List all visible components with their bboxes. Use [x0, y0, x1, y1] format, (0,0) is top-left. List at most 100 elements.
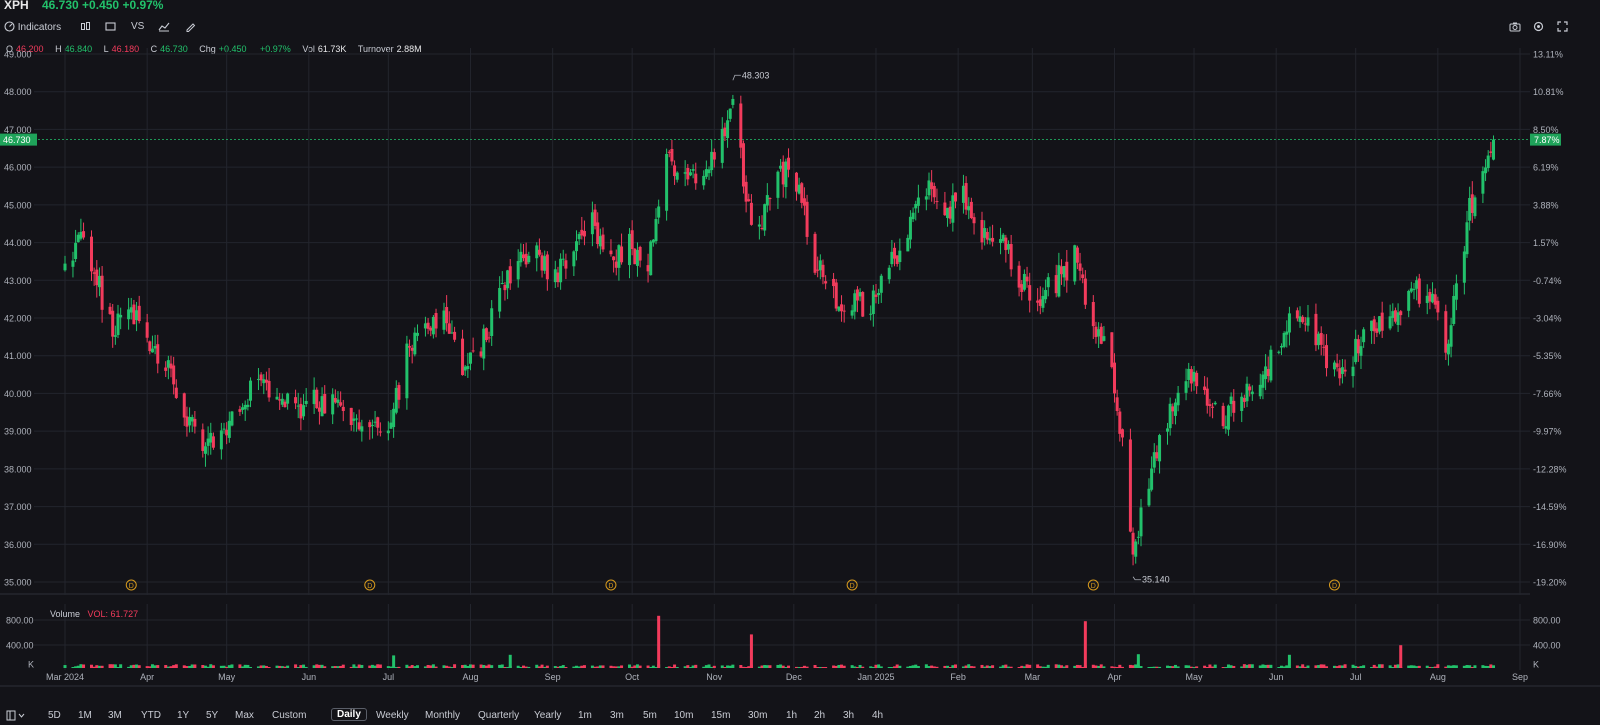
interval-button-weekly[interactable]: Weekly — [376, 710, 409, 721]
candle-body — [336, 399, 340, 403]
interval-button-30m[interactable]: 30m — [748, 710, 768, 721]
fullscreen-button[interactable] — [1557, 21, 1568, 35]
symbol[interactable]: XPH — [4, 0, 29, 12]
candle-body — [744, 181, 748, 202]
candle-body — [315, 389, 319, 409]
axis-labels-layer: 49.000 13.11% 48.000 10.81% 47.000 8.50% 46.00… — [4, 50, 1567, 683]
volume-bar — [543, 666, 547, 668]
volume-bar — [1415, 666, 1419, 668]
interval-button-5m[interactable]: 5m — [643, 710, 657, 721]
volume-bar — [434, 666, 438, 668]
y-axis-pct-tick-label: 1.57% — [1533, 238, 1559, 248]
x-axis-tick-label: Jun — [1269, 672, 1284, 682]
candle-body — [453, 331, 457, 340]
volume-bar — [376, 664, 380, 668]
candle-body — [869, 313, 873, 315]
interval-button-3m[interactable]: 3m — [610, 710, 624, 721]
y-axis-tick-label: 42.000 — [4, 314, 32, 324]
volume-bar — [980, 664, 984, 668]
candle-body — [813, 233, 817, 273]
candle-body — [225, 429, 229, 436]
range-button-5d[interactable]: 5D — [48, 710, 61, 721]
candle-body — [805, 201, 809, 237]
volume-bar — [259, 665, 263, 668]
candle-body — [850, 310, 854, 316]
candle-body — [484, 328, 488, 341]
volume-bar — [302, 664, 306, 668]
volume-bar — [1468, 665, 1472, 668]
volume-bar — [887, 667, 891, 668]
interval-button-2h[interactable]: 2h — [814, 710, 826, 721]
low-label: L — [103, 44, 109, 54]
volume-bar — [916, 666, 920, 668]
volume-bar — [853, 666, 857, 668]
interval-button-quarterly[interactable]: Quarterly — [478, 710, 520, 721]
chart-settings-button[interactable] — [1533, 21, 1544, 35]
turnover-value: 2.88M — [396, 44, 422, 54]
volume-bar — [1473, 665, 1477, 668]
candle-body — [1372, 319, 1376, 332]
range-button-1m[interactable]: 1M — [78, 710, 92, 721]
candle-body — [238, 409, 242, 412]
price-chart[interactable]: 49.000 13.11% 48.000 10.81% 47.000 8.50% 46.00… — [0, 0, 1600, 705]
range-button-1y[interactable]: 1Y — [177, 710, 190, 721]
volume-bar — [927, 666, 931, 668]
volume-bar — [1322, 664, 1326, 668]
x-axis-tick-label: Mar — [1025, 672, 1041, 682]
indicators-button[interactable]: Indicators — [4, 21, 61, 33]
camera-icon — [1509, 22, 1521, 32]
draw-tool-button[interactable] — [185, 21, 196, 35]
volume-bar — [869, 666, 873, 668]
y-axis-tick-label: 49.000 — [4, 50, 32, 60]
compare-button[interactable]: VS — [131, 21, 145, 32]
x-axis-tick-label: Feb — [950, 672, 966, 682]
candle-body — [1388, 316, 1392, 329]
volume-bar — [243, 664, 247, 668]
volume-bar — [951, 665, 955, 668]
y-axis-tick-label: 43.000 — [4, 276, 32, 286]
volume-bar — [135, 664, 139, 668]
volume-bar — [304, 666, 308, 668]
volume-bar — [794, 666, 798, 668]
volume-bar — [482, 665, 486, 668]
rectangle-tool-button[interactable] — [105, 21, 116, 35]
chart-style-button[interactable] — [158, 21, 170, 35]
period-low-label: 35.140 — [1142, 575, 1170, 585]
range-button-ytd[interactable]: YTD — [141, 710, 161, 721]
volume-bar — [893, 666, 897, 668]
range-button-5y[interactable]: 5Y — [206, 710, 219, 721]
interval-button-1h[interactable]: 1h — [786, 710, 798, 721]
volume-bar — [1489, 664, 1493, 668]
candle-type-button[interactable] — [80, 21, 91, 35]
volume-bar — [1094, 665, 1098, 668]
interval-button-yearly[interactable]: Yearly — [534, 710, 562, 721]
volume-bar — [1171, 666, 1175, 668]
range-button-3m[interactable]: 3M — [108, 710, 122, 721]
dividend-marker-letter: D — [850, 583, 855, 590]
dividend-marker — [605, 579, 617, 591]
layout-button[interactable] — [6, 710, 26, 724]
volume-bar — [172, 665, 176, 668]
candle-body — [1407, 290, 1411, 311]
volume-bar — [537, 666, 541, 668]
interval-button-monthly[interactable]: Monthly — [425, 710, 461, 721]
interval-button-15m[interactable]: 15m — [711, 710, 731, 721]
screenshot-button[interactable] — [1509, 21, 1521, 35]
volume-bar — [781, 665, 785, 668]
candle-body — [487, 337, 491, 339]
interval-button-1m[interactable]: 1m — [578, 710, 592, 721]
candle-body — [1041, 295, 1045, 308]
range-button-custom[interactable]: Custom — [272, 710, 307, 721]
volume-bar — [201, 664, 205, 668]
y-axis-tick-label: 36.000 — [4, 540, 32, 550]
volume-bar — [339, 665, 343, 668]
volume-bar — [1060, 665, 1064, 668]
candle-body — [991, 237, 995, 242]
range-button-max[interactable]: Max — [235, 710, 254, 721]
interval-button-3h[interactable]: 3h — [843, 710, 855, 721]
interval-button-10m[interactable]: 10m — [674, 710, 694, 721]
interval-button-daily[interactable]: Daily — [331, 708, 367, 721]
interval-button-4h[interactable]: 4h — [872, 710, 884, 721]
candle-body — [1481, 171, 1485, 194]
volume-bar — [410, 665, 414, 668]
